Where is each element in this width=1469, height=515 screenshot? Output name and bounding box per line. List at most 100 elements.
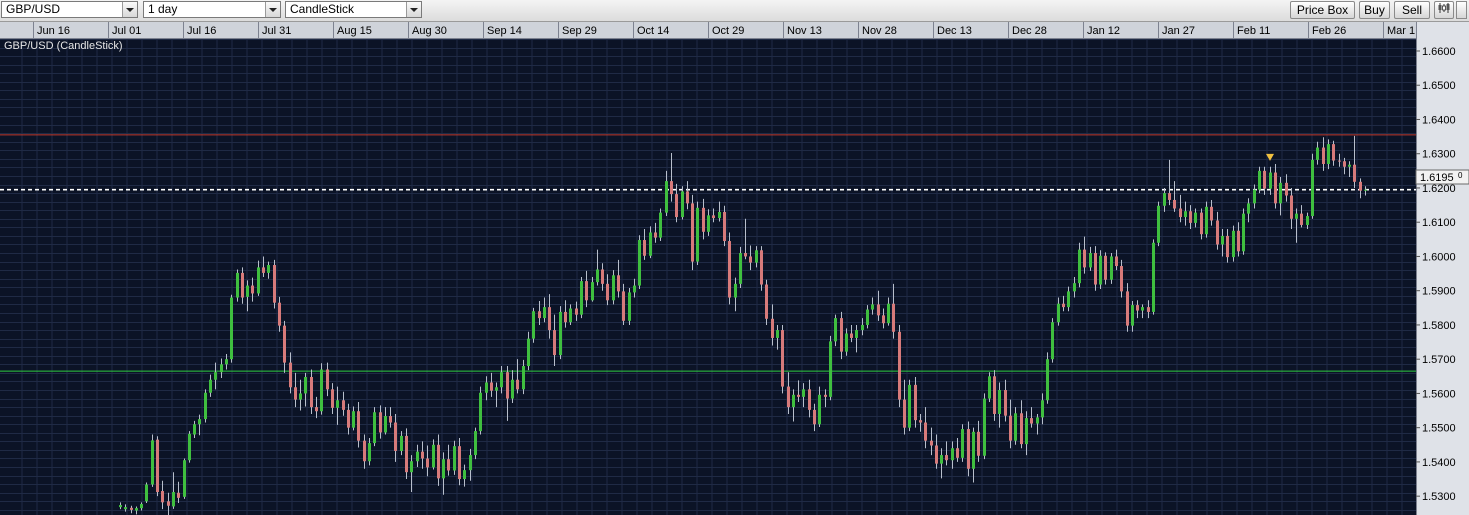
candle-body	[813, 409, 816, 425]
symbol-select[interactable]: GBP/USD	[1, 1, 138, 18]
y-tick-label: 1.6100	[1422, 217, 1456, 229]
candle-body	[643, 240, 646, 256]
candle-body	[140, 504, 143, 509]
symbol-value: GBP/USD	[6, 2, 61, 16]
candle-body	[416, 451, 419, 462]
candle-body	[548, 307, 551, 331]
y-tick-label: 1.6600	[1422, 46, 1456, 58]
candle-body	[686, 191, 689, 204]
interval-select[interactable]: 1 day	[143, 1, 281, 18]
candle-body	[363, 440, 366, 462]
candle-body	[1152, 242, 1155, 312]
x-tick-label: Jan 27	[1162, 25, 1195, 37]
sell-button[interactable]: Sell	[1394, 1, 1430, 19]
candle-body	[824, 394, 827, 397]
candle-body	[1258, 170, 1261, 190]
price-levels	[0, 134, 1416, 372]
candle-body	[500, 372, 503, 388]
candle-body	[622, 291, 625, 321]
toolbar-overflow[interactable]	[1456, 1, 1467, 19]
candle-body	[818, 394, 821, 425]
x-tick-label: Nov 13	[787, 25, 822, 37]
candle-body	[167, 501, 170, 506]
candle-body	[728, 241, 731, 298]
candle-body	[1136, 305, 1139, 311]
chart-style-select[interactable]: CandleStick	[285, 1, 422, 18]
candle-body	[1237, 230, 1240, 252]
x-tick-label: Jul 16	[187, 25, 216, 37]
candle-body	[887, 303, 890, 324]
chevron-down-icon[interactable]	[265, 2, 280, 17]
candle-body	[1057, 303, 1060, 323]
candle-body	[988, 376, 991, 399]
candle-body	[935, 445, 938, 464]
candle-body	[755, 250, 758, 263]
candle-body	[1353, 164, 1356, 182]
candle-body	[914, 384, 917, 421]
candle-body	[516, 379, 519, 390]
candle-body	[1306, 216, 1309, 225]
candle-body	[919, 420, 922, 423]
candle-body	[892, 303, 895, 332]
candle-body	[967, 429, 970, 469]
candle-body	[130, 507, 133, 510]
candle-body	[760, 250, 763, 285]
chevron-down-icon[interactable]	[122, 2, 137, 17]
chevron-down-icon[interactable]	[406, 2, 421, 17]
candle-body	[320, 369, 323, 412]
candle-body	[458, 446, 461, 480]
candle-body	[373, 412, 376, 444]
candle-body	[956, 448, 959, 458]
y-tick-label: 1.6400	[1422, 114, 1456, 126]
candle-body	[257, 267, 260, 294]
candles	[119, 135, 1367, 515]
candle-body	[670, 181, 673, 195]
candle-body	[394, 422, 397, 451]
candle-body	[930, 440, 933, 446]
candle-body	[347, 409, 350, 428]
current-price-superscript: 0	[1458, 171, 1463, 180]
candle-body	[135, 508, 138, 511]
candle-body	[1343, 161, 1346, 167]
candle-body	[940, 455, 943, 464]
candle-body	[204, 392, 207, 420]
candle-body	[1205, 206, 1208, 235]
candle-body	[119, 505, 122, 508]
candle-body	[1285, 182, 1288, 196]
candle-body	[765, 284, 768, 319]
candlestick-icon[interactable]	[1434, 1, 1454, 19]
candle-body	[829, 341, 832, 397]
candle-body	[654, 232, 657, 238]
candle-body	[898, 331, 901, 400]
y-tick-label: 1.5900	[1422, 286, 1456, 298]
candle-body	[1104, 255, 1107, 280]
y-tick-label: 1.6500	[1422, 80, 1456, 92]
price-box-button[interactable]: Price Box	[1290, 1, 1355, 19]
candle-body	[787, 386, 790, 408]
candle-body	[379, 412, 382, 433]
buy-button[interactable]: Buy	[1359, 1, 1390, 19]
candle-body	[209, 379, 212, 393]
candle-body	[1014, 413, 1017, 441]
candle-body	[251, 285, 254, 294]
candle-body	[696, 207, 699, 262]
candle-body	[808, 389, 811, 410]
candle-body	[1242, 213, 1245, 252]
candle-body	[352, 411, 355, 428]
x-tick-label: Feb 26	[1312, 25, 1346, 37]
candle-body	[225, 359, 228, 365]
candle-body	[410, 461, 413, 473]
candle-body	[342, 400, 345, 410]
candle-body	[675, 194, 678, 218]
candle-body	[840, 318, 843, 352]
candle-body	[1009, 415, 1012, 441]
candle-body	[1067, 291, 1070, 308]
candle-body	[262, 267, 265, 273]
candle-body	[151, 440, 154, 485]
candle-body	[861, 324, 864, 331]
candle-body	[1295, 213, 1298, 219]
candle-body	[368, 443, 371, 462]
candle-body	[1062, 303, 1065, 308]
trade-marker-icon[interactable]	[1266, 153, 1274, 161]
